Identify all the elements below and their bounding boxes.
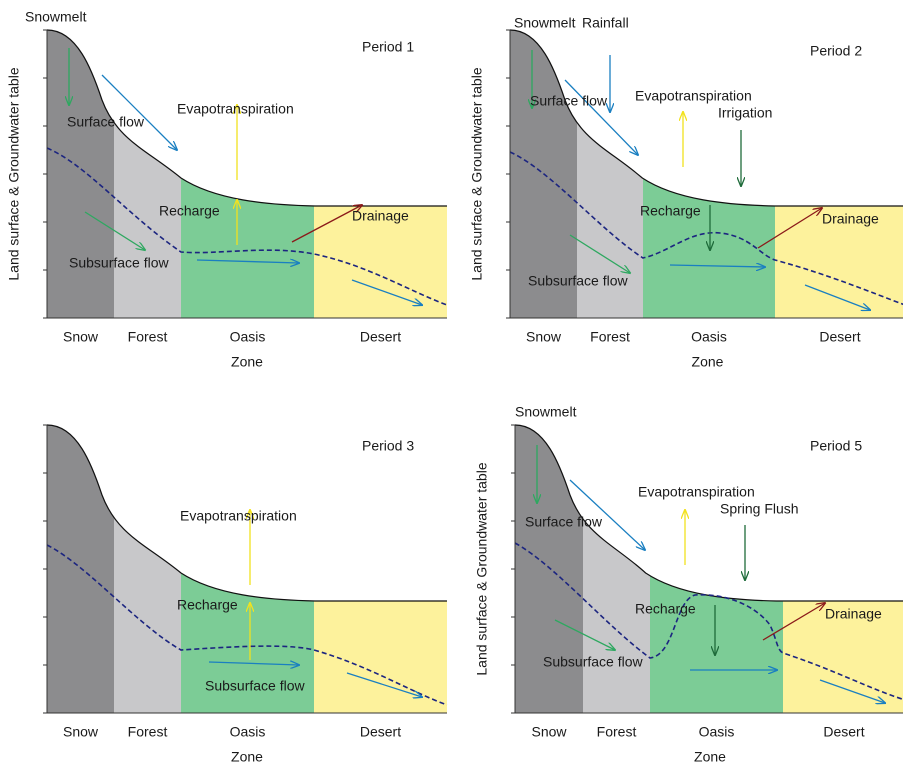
x-axis-label: Zone (231, 749, 263, 765)
annotation: Evapotranspiration (180, 508, 297, 524)
annotation: Evapotranspiration (177, 101, 294, 117)
land-surface (509, 29, 903, 207)
y-axis-label: Land surface & Groundwater table (474, 462, 490, 675)
flow-arrow (569, 479, 645, 550)
flow-arrow (101, 74, 177, 150)
annotation: Subsurface flow (543, 654, 643, 670)
annotation: Snowmelt (25, 9, 87, 25)
zone-label: Snow (526, 329, 562, 345)
annotation: Rainfall (582, 15, 629, 31)
flow-arrow (196, 260, 299, 263)
period-label: Period 1 (362, 39, 414, 55)
zone-label: Desert (360, 724, 401, 740)
groundwater-table (509, 151, 903, 306)
zone-label: Forest (590, 329, 630, 345)
flow-arrow (804, 284, 870, 310)
zone-label: Oasis (230, 329, 266, 345)
zone-label: Snow (531, 724, 567, 740)
annotation: Irrigation (718, 105, 772, 121)
annotation: Drainage (825, 606, 882, 622)
annotation: Evapotranspiration (638, 484, 755, 500)
panel: Snow Forest Oasis Desert Zone Land surface & … (469, 0, 903, 370)
annotation: Evapotranspiration (635, 88, 752, 104)
annotation: Recharge (635, 601, 696, 617)
flow-arrow (554, 619, 615, 650)
zone-label: Forest (128, 329, 168, 345)
zone-label: Oasis (691, 329, 727, 345)
y-axis-label: Land surface & Groundwater table (6, 67, 22, 280)
panel: Snow Forest Oasis Desert Zone Land surface & … (6, 0, 449, 370)
flow-arrow (757, 208, 822, 249)
annotation: Subsurface flow (205, 678, 305, 694)
annotation: Surface flow (525, 514, 603, 530)
annotation: Subsurface flow (69, 255, 169, 271)
annotation: Drainage (822, 211, 879, 227)
zone-label: Desert (360, 329, 401, 345)
flow-arrow (346, 672, 422, 697)
flow-arrow (819, 679, 885, 703)
zone-label: Desert (819, 329, 860, 345)
groundwater-table (46, 147, 448, 306)
flow-arrow (762, 603, 825, 641)
x-axis-label: Zone (231, 354, 263, 370)
sky-mask (46, 385, 449, 601)
zone-label: Forest (128, 724, 168, 740)
zone-label: Desert (823, 724, 864, 740)
annotation: Drainage (352, 208, 409, 224)
flow-arrow (291, 205, 362, 243)
x-axis-label: Zone (694, 749, 726, 765)
sky-mask (509, 0, 903, 206)
zone-label: Forest (597, 724, 637, 740)
groundwater-table (514, 542, 903, 701)
sky-mask (514, 385, 903, 601)
land-surface (46, 29, 447, 207)
groundwater-table (46, 544, 448, 706)
annotation: Surface flow (530, 93, 608, 109)
annotation: Snowmelt (514, 15, 576, 31)
annotation: Recharge (640, 203, 701, 219)
annotation: Recharge (177, 597, 238, 613)
panel: Snow Forest Oasis Desert Zone Period 3 Evapotr… (43, 385, 449, 765)
zone-label: Oasis (230, 724, 266, 740)
flow-arrow (569, 234, 630, 273)
flow-arrow (669, 265, 765, 267)
period-label: Period 2 (810, 43, 862, 59)
annotation: Snowmelt (515, 404, 577, 420)
annotation: Recharge (159, 203, 220, 219)
zone-label: Oasis (699, 724, 735, 740)
x-axis-label: Zone (692, 354, 724, 370)
y-axis-label: Land surface & Groundwater table (469, 67, 485, 280)
panel: Snow Forest Oasis Desert Zone Land surface & … (474, 385, 903, 765)
flow-arrow (351, 279, 422, 305)
zone-label: Snow (63, 329, 99, 345)
flow-arrow (84, 211, 145, 250)
period-label: Period 5 (810, 438, 862, 454)
land-surface (46, 424, 447, 602)
zone-label: Snow (63, 724, 99, 740)
annotation: Subsurface flow (528, 273, 628, 289)
annotation: Spring Flush (720, 501, 799, 517)
sky-mask (46, 0, 449, 206)
annotation: Surface flow (67, 114, 145, 130)
period-label: Period 3 (362, 438, 414, 454)
flow-arrow (564, 79, 638, 155)
flow-arrow (208, 662, 299, 665)
